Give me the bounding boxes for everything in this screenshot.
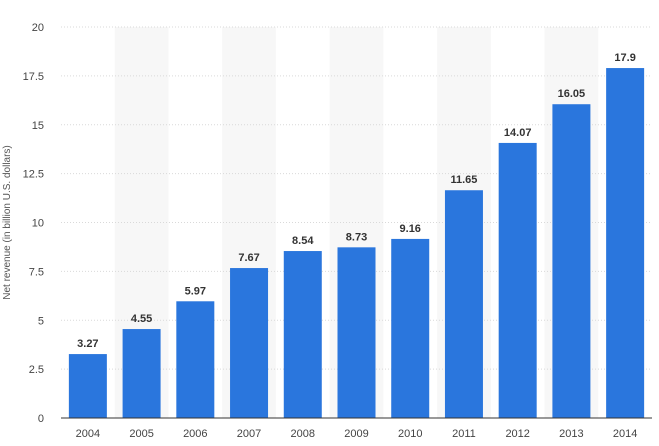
y-tick-label: 20	[32, 22, 44, 34]
data-label: 7.67	[238, 252, 259, 264]
y-tick-label: 10	[32, 218, 44, 230]
x-tick-label: 2004	[76, 428, 100, 440]
y-axis: 0 2.5 5 7.5 10 12.5 15 17.5 20	[23, 22, 44, 425]
data-label: 5.97	[185, 285, 206, 297]
y-tick-label: 15	[32, 120, 44, 132]
bar	[68, 354, 107, 418]
bar	[498, 142, 537, 418]
y-tick-label: 0	[38, 413, 44, 425]
bars	[68, 68, 645, 419]
bar	[552, 104, 591, 418]
y-tick-label: 5	[38, 315, 44, 327]
y-tick-label: 12.5	[23, 169, 44, 181]
x-axis: 2004 2005 2006 2007 2008 2009 2010 2011 2012 2013…	[61, 417, 652, 440]
x-tick-label: 2013	[559, 428, 583, 440]
bar	[230, 268, 269, 418]
bar	[283, 251, 322, 418]
data-label: 8.73	[346, 231, 367, 243]
bar	[122, 329, 161, 418]
x-tick-label: 2011	[452, 428, 476, 440]
x-tick-label: 2005	[129, 428, 153, 440]
bar	[606, 68, 645, 419]
x-tick-label: 2007	[237, 428, 261, 440]
bar	[337, 247, 376, 418]
data-label: 17.9	[614, 52, 635, 64]
bar	[391, 238, 430, 418]
data-label: 3.27	[77, 338, 98, 350]
y-tick-label: 7.5	[29, 266, 44, 278]
bar	[176, 301, 215, 418]
y-tick-label: 2.5	[29, 364, 44, 376]
bar	[444, 190, 483, 418]
x-tick-label: 2008	[291, 428, 315, 440]
data-label: 16.05	[558, 88, 586, 100]
data-label: 4.55	[131, 313, 152, 325]
x-tick-label: 2012	[505, 428, 529, 440]
x-tick-label: 2014	[613, 428, 637, 440]
data-label: 8.54	[292, 235, 314, 247]
data-label: 14.07	[504, 127, 532, 139]
x-tick-label: 2006	[183, 428, 207, 440]
data-label: 11.65	[450, 174, 477, 186]
x-tick-label: 2009	[344, 428, 368, 440]
y-axis-title: Net revenue (in billion U.S. dollars)	[2, 145, 13, 300]
y-tick-label: 17.5	[23, 71, 44, 83]
x-tick-label: 2010	[398, 428, 422, 440]
data-labels: 3.27 4.55 5.97 7.67 8.54 8.73 9.16 11.65 14.07 16…	[77, 52, 636, 350]
data-label: 9.16	[400, 223, 421, 235]
